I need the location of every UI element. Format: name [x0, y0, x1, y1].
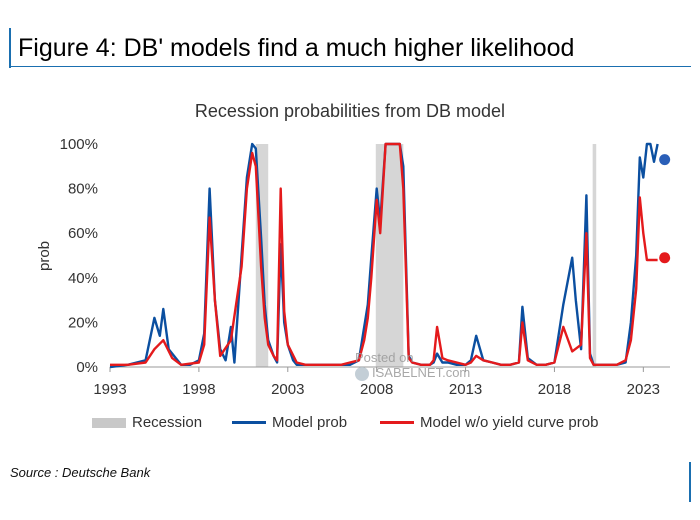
recession-band: [375, 144, 404, 367]
x-tick-label: 2023: [627, 381, 660, 398]
y-tick-label: 60%: [68, 225, 98, 242]
header-divider: [9, 66, 691, 67]
model-wo-line-swatch-icon: [380, 421, 414, 424]
y-tick-label: 100%: [60, 136, 98, 153]
series-lines: [109, 142, 659, 369]
x-tick-label: 2008: [360, 381, 393, 398]
x-tick-label: 2003: [271, 381, 304, 398]
legend-item-model-wo: Model w/o yield curve prob: [380, 414, 598, 431]
watermark: Posted on ISABELNET.com: [355, 350, 470, 381]
isabelnet-logo-icon: [355, 366, 369, 381]
y-tick-label: 80%: [68, 181, 98, 198]
y-tick-label: 40%: [68, 270, 98, 287]
end-marker-model: [659, 154, 671, 166]
recession-bands: [255, 144, 597, 367]
end-markers: [659, 154, 671, 264]
x-tick-label: 2018: [538, 381, 571, 398]
model-line-swatch-icon: [232, 421, 266, 424]
end-marker-model_wo: [659, 252, 671, 264]
legend-item-recession: Recession: [92, 414, 202, 431]
y-tick-label: 0%: [76, 359, 98, 376]
footer-accent-bar: [689, 462, 691, 502]
legend-label-recession: Recession: [132, 414, 203, 431]
watermark-line1: Posted on: [355, 350, 414, 365]
recession-probability-chart: Recession probabilities from DB model pr…: [36, 101, 671, 398]
watermark-line2: ISABELNET.com: [372, 365, 471, 380]
x-tick-label: 1998: [182, 381, 215, 398]
title-accent-bar: [9, 28, 11, 68]
y-axis-label: prob: [36, 241, 53, 271]
legend-label-model-wo: Model w/o yield curve prob: [420, 414, 599, 431]
axes: 0% 20% 40% 60% 80% 100% 1993 1998 2003 2008 2013 20…: [60, 136, 670, 398]
legend-label-model: Model prob: [272, 414, 348, 431]
figure-title: Figure 4: DB' models find a much higher …: [18, 34, 575, 62]
y-tick-label: 20%: [68, 314, 98, 331]
x-tick-label: 1993: [93, 381, 126, 398]
recession-band: [592, 144, 597, 367]
recession-swatch-icon: [92, 417, 126, 428]
source-note: Source : Deutsche Bank: [10, 465, 151, 480]
legend-item-model: Model prob: [232, 414, 347, 431]
chart-title: Recession probabilities from DB model: [195, 101, 505, 121]
x-tick-label: 2013: [449, 381, 482, 398]
series-line-model_wo: [110, 142, 658, 366]
